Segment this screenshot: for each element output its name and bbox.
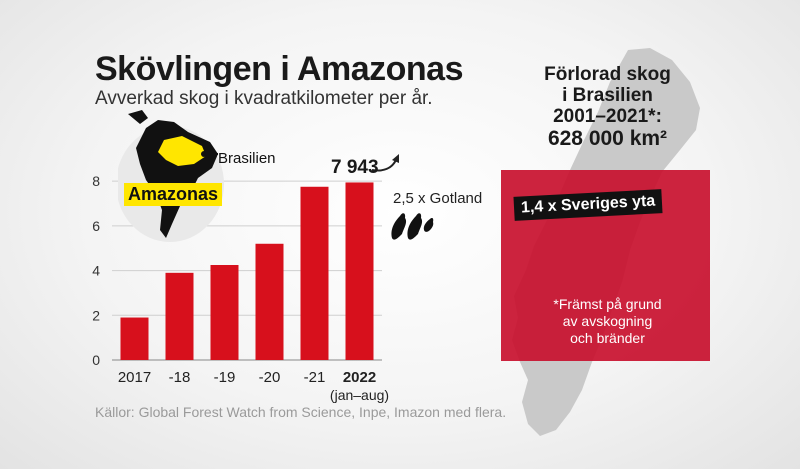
brasilien-region xyxy=(158,136,206,166)
stat-heading-line: i Brasilien xyxy=(562,85,653,106)
value-label: 7 943 xyxy=(331,157,379,178)
south-america-map-icon xyxy=(118,110,224,242)
stat-heading-line: 2001–2021*: xyxy=(553,106,662,127)
footnote-line: och bränder xyxy=(570,330,645,346)
footnote-line: av avskogning xyxy=(562,313,653,329)
value-arrow-icon xyxy=(371,159,397,172)
source-text: Källor: Global Forest Watch from Science… xyxy=(95,404,507,420)
brasilien-marker-icon xyxy=(201,151,207,157)
bar-20 xyxy=(255,243,284,360)
y-tick-label: 0 xyxy=(92,352,100,368)
x-tick-label: -20 xyxy=(259,369,281,386)
bar-2017 xyxy=(120,317,149,360)
x-tick-label: 2022 xyxy=(343,369,376,386)
y-tick-label: 8 xyxy=(92,173,100,189)
bar-18 xyxy=(165,272,194,360)
page-title: Skövlingen i Amazonas xyxy=(95,50,464,88)
footnote-line: *Främst på grund xyxy=(553,296,662,312)
x-tick-label: 2017 xyxy=(118,369,151,386)
y-tick-label: 2 xyxy=(92,307,100,323)
footnote: *Främst på grund av avskogning och bränd… xyxy=(505,296,710,347)
amazonas-label: Amazonas xyxy=(124,183,223,206)
brasilien-label: Brasilien xyxy=(218,150,276,167)
chart-y-ticks: 0 2 4 6 8 xyxy=(92,173,100,368)
stat-heading: Förlorad skog i Brasilien 2001–2021*: xyxy=(505,64,710,127)
x-tick-sublabel: (jan–aug) xyxy=(330,387,389,403)
y-tick-label: 6 xyxy=(92,218,100,234)
bar-19 xyxy=(210,265,239,360)
stat-heading-line: Förlorad skog xyxy=(544,64,671,85)
chart-x-ticks: 2017 -18 -19 -20 -21 2022(jan–aug) xyxy=(118,369,389,403)
arrow-head-icon xyxy=(392,154,399,163)
gotland-label: 2,5 x Gotland xyxy=(393,190,483,207)
page-subtitle: Avverkad skog i kvadratkilometer per år. xyxy=(95,88,433,109)
bar-2022 xyxy=(345,182,374,360)
x-tick-label: -19 xyxy=(214,369,236,386)
bar-21 xyxy=(300,186,329,360)
gotland-island-icon xyxy=(391,213,434,240)
chart-bars xyxy=(120,182,374,360)
y-tick-label: 4 xyxy=(92,263,100,279)
x-tick-label: -18 xyxy=(169,369,191,386)
x-tick-label: -21 xyxy=(304,369,326,386)
stat-value: 628 000 km² xyxy=(547,127,668,150)
